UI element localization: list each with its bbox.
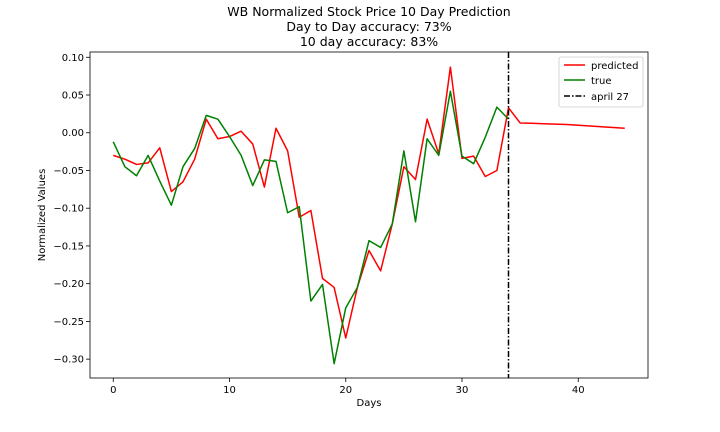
y-tick-label: −0.25 <box>53 317 84 328</box>
y-tick-label: 0.05 <box>62 91 84 102</box>
chart-title-line-2: Day to Day accuracy: 73% <box>286 19 451 34</box>
y-axis-ticks: −0.30 −0.25 −0.20 −0.15 −0.10 −0.05 0.00 0.05 0.… <box>53 53 90 366</box>
chart-title-line-3: 10 day accuracy: 83% <box>300 34 438 49</box>
plot-area <box>89 51 649 379</box>
legend-box <box>558 56 644 108</box>
x-tick-label: 0 <box>110 385 116 396</box>
legend-label-april-27: april 27 <box>591 92 629 103</box>
y-tick-label: −0.20 <box>53 279 84 290</box>
x-tick-label: 40 <box>572 385 585 396</box>
x-tick-label: 10 <box>223 385 236 396</box>
y-tick-label: −0.15 <box>53 241 84 252</box>
y-tick-label: −0.30 <box>53 355 84 366</box>
legend-label-predicted: predicted <box>591 61 638 72</box>
y-tick-label: 0.00 <box>62 128 84 139</box>
x-tick-label: 30 <box>456 385 469 396</box>
series-line-true <box>112 90 510 365</box>
legend: predicted true april 27 <box>558 56 644 108</box>
chart-title-line-1: WB Normalized Stock Price 10 Day Predict… <box>227 4 510 19</box>
y-tick-label: −0.05 <box>53 166 84 177</box>
y-tick-label: 0.10 <box>62 53 84 64</box>
y-tick-label: −0.10 <box>53 204 84 215</box>
series-layer <box>112 52 625 378</box>
y-axis-label: Normalized Values <box>37 169 48 262</box>
x-tick-label: 20 <box>339 385 352 396</box>
x-axis-label: Days <box>357 398 382 409</box>
series-line-predicted <box>113 66 625 339</box>
legend-label-true: true <box>591 76 612 87</box>
x-axis-ticks: 0 10 20 30 40 <box>110 378 585 396</box>
